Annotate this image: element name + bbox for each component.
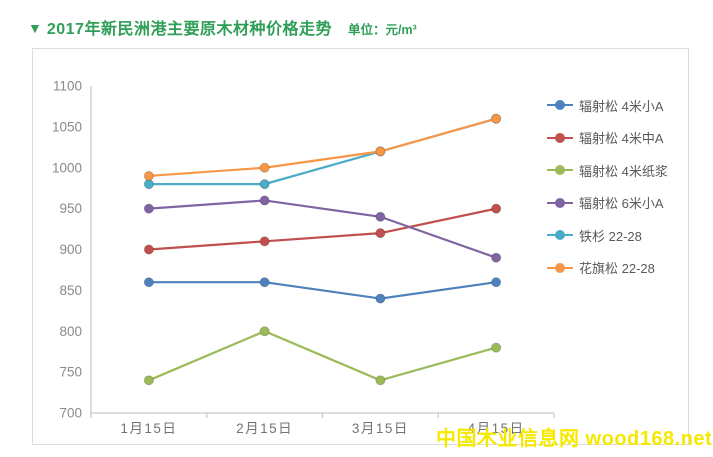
data-point <box>143 244 154 255</box>
legend-item[interactable]: 辐射松 6米小A <box>547 187 668 220</box>
data-point <box>143 203 154 214</box>
chart-legend: 辐射松 4米小A 辐射松 4米中A 辐射松 4米纸浆 辐射松 6米小A 铁杉 22-28… <box>547 89 668 284</box>
legend-label: 花旗松 22-28 <box>579 261 655 277</box>
legend-item[interactable]: 花旗松 22-28 <box>547 252 668 285</box>
series-line <box>148 117 497 186</box>
x-axis-label: 3月15日 <box>352 421 409 436</box>
y-axis-label: 850 <box>59 283 82 298</box>
data-point <box>375 293 386 304</box>
data-point <box>259 277 270 288</box>
series-line <box>148 330 497 382</box>
legend-marker-icon <box>547 230 573 241</box>
data-point <box>375 211 386 222</box>
legend-label: 辐射松 4米小A <box>579 98 664 114</box>
x-axis-label: 4月15日 <box>468 421 525 436</box>
y-axis-label: 1000 <box>52 160 82 175</box>
y-axis-label: 800 <box>59 324 82 339</box>
data-point <box>375 146 386 157</box>
chart-title: 2017年新民洲港主要原木材种价格走势 <box>46 21 332 38</box>
data-point <box>143 277 154 288</box>
data-point <box>259 326 270 337</box>
series-line <box>148 117 497 178</box>
data-point <box>143 375 154 386</box>
legend-label: 铁杉 22-28 <box>579 228 642 244</box>
legend-marker-icon <box>547 132 573 143</box>
y-axis-label: 950 <box>59 201 82 216</box>
legend-item[interactable]: 辐射松 4米小A <box>547 89 668 122</box>
legend-marker-icon <box>547 262 573 273</box>
legend-label: 辐射松 6米小A <box>579 196 664 212</box>
line-chart: 700 750 800 850 900 950 1000 1050 1100 1月15日 2月15日… <box>52 79 555 436</box>
y-axis-label: 900 <box>59 242 82 257</box>
series-line <box>148 207 497 251</box>
data-point <box>375 228 386 239</box>
watermark: 中国木业信息网 wood168.net <box>436 428 713 450</box>
series-line <box>148 281 497 300</box>
x-axis-label: 2月15日 <box>236 421 293 436</box>
chart-container: 700 750 800 850 900 950 1000 1050 1100 1月15日 2月15日… <box>32 48 689 445</box>
legend-item[interactable]: 铁杉 22-28 <box>547 219 668 252</box>
data-point <box>375 375 386 386</box>
data-point <box>491 252 502 263</box>
legend-label: 辐射松 4米纸浆 <box>579 163 668 179</box>
data-point <box>491 113 502 124</box>
data-point <box>259 195 270 206</box>
y-axis-label: 700 <box>59 406 82 421</box>
legend-item[interactable]: 辐射松 4米中A <box>547 122 668 155</box>
y-axis-label: 1100 <box>53 79 82 94</box>
page-title: ▼ 2017年新民洲港主要原木材种价格走势 单位：元/m³ <box>28 15 417 39</box>
unit-label: 单位：元/m³ <box>347 23 417 37</box>
data-point <box>143 170 154 182</box>
y-axis-label: 750 <box>59 365 82 380</box>
data-point <box>259 162 270 173</box>
data-point <box>491 203 502 214</box>
down-triangle-icon: ▼ <box>28 20 42 36</box>
data-point <box>259 236 270 247</box>
series-line <box>148 199 497 259</box>
x-axis-label: 1月15日 <box>120 421 177 436</box>
legend-marker-icon <box>547 197 573 208</box>
data-point <box>259 179 270 190</box>
legend-label: 辐射松 4米中A <box>579 131 664 147</box>
data-point <box>491 277 502 288</box>
legend-marker-icon <box>547 165 573 176</box>
data-point <box>491 342 502 353</box>
legend-marker-icon <box>547 100 573 111</box>
y-axis-label: 1050 <box>52 119 82 134</box>
legend-item[interactable]: 辐射松 4米纸浆 <box>547 154 668 187</box>
